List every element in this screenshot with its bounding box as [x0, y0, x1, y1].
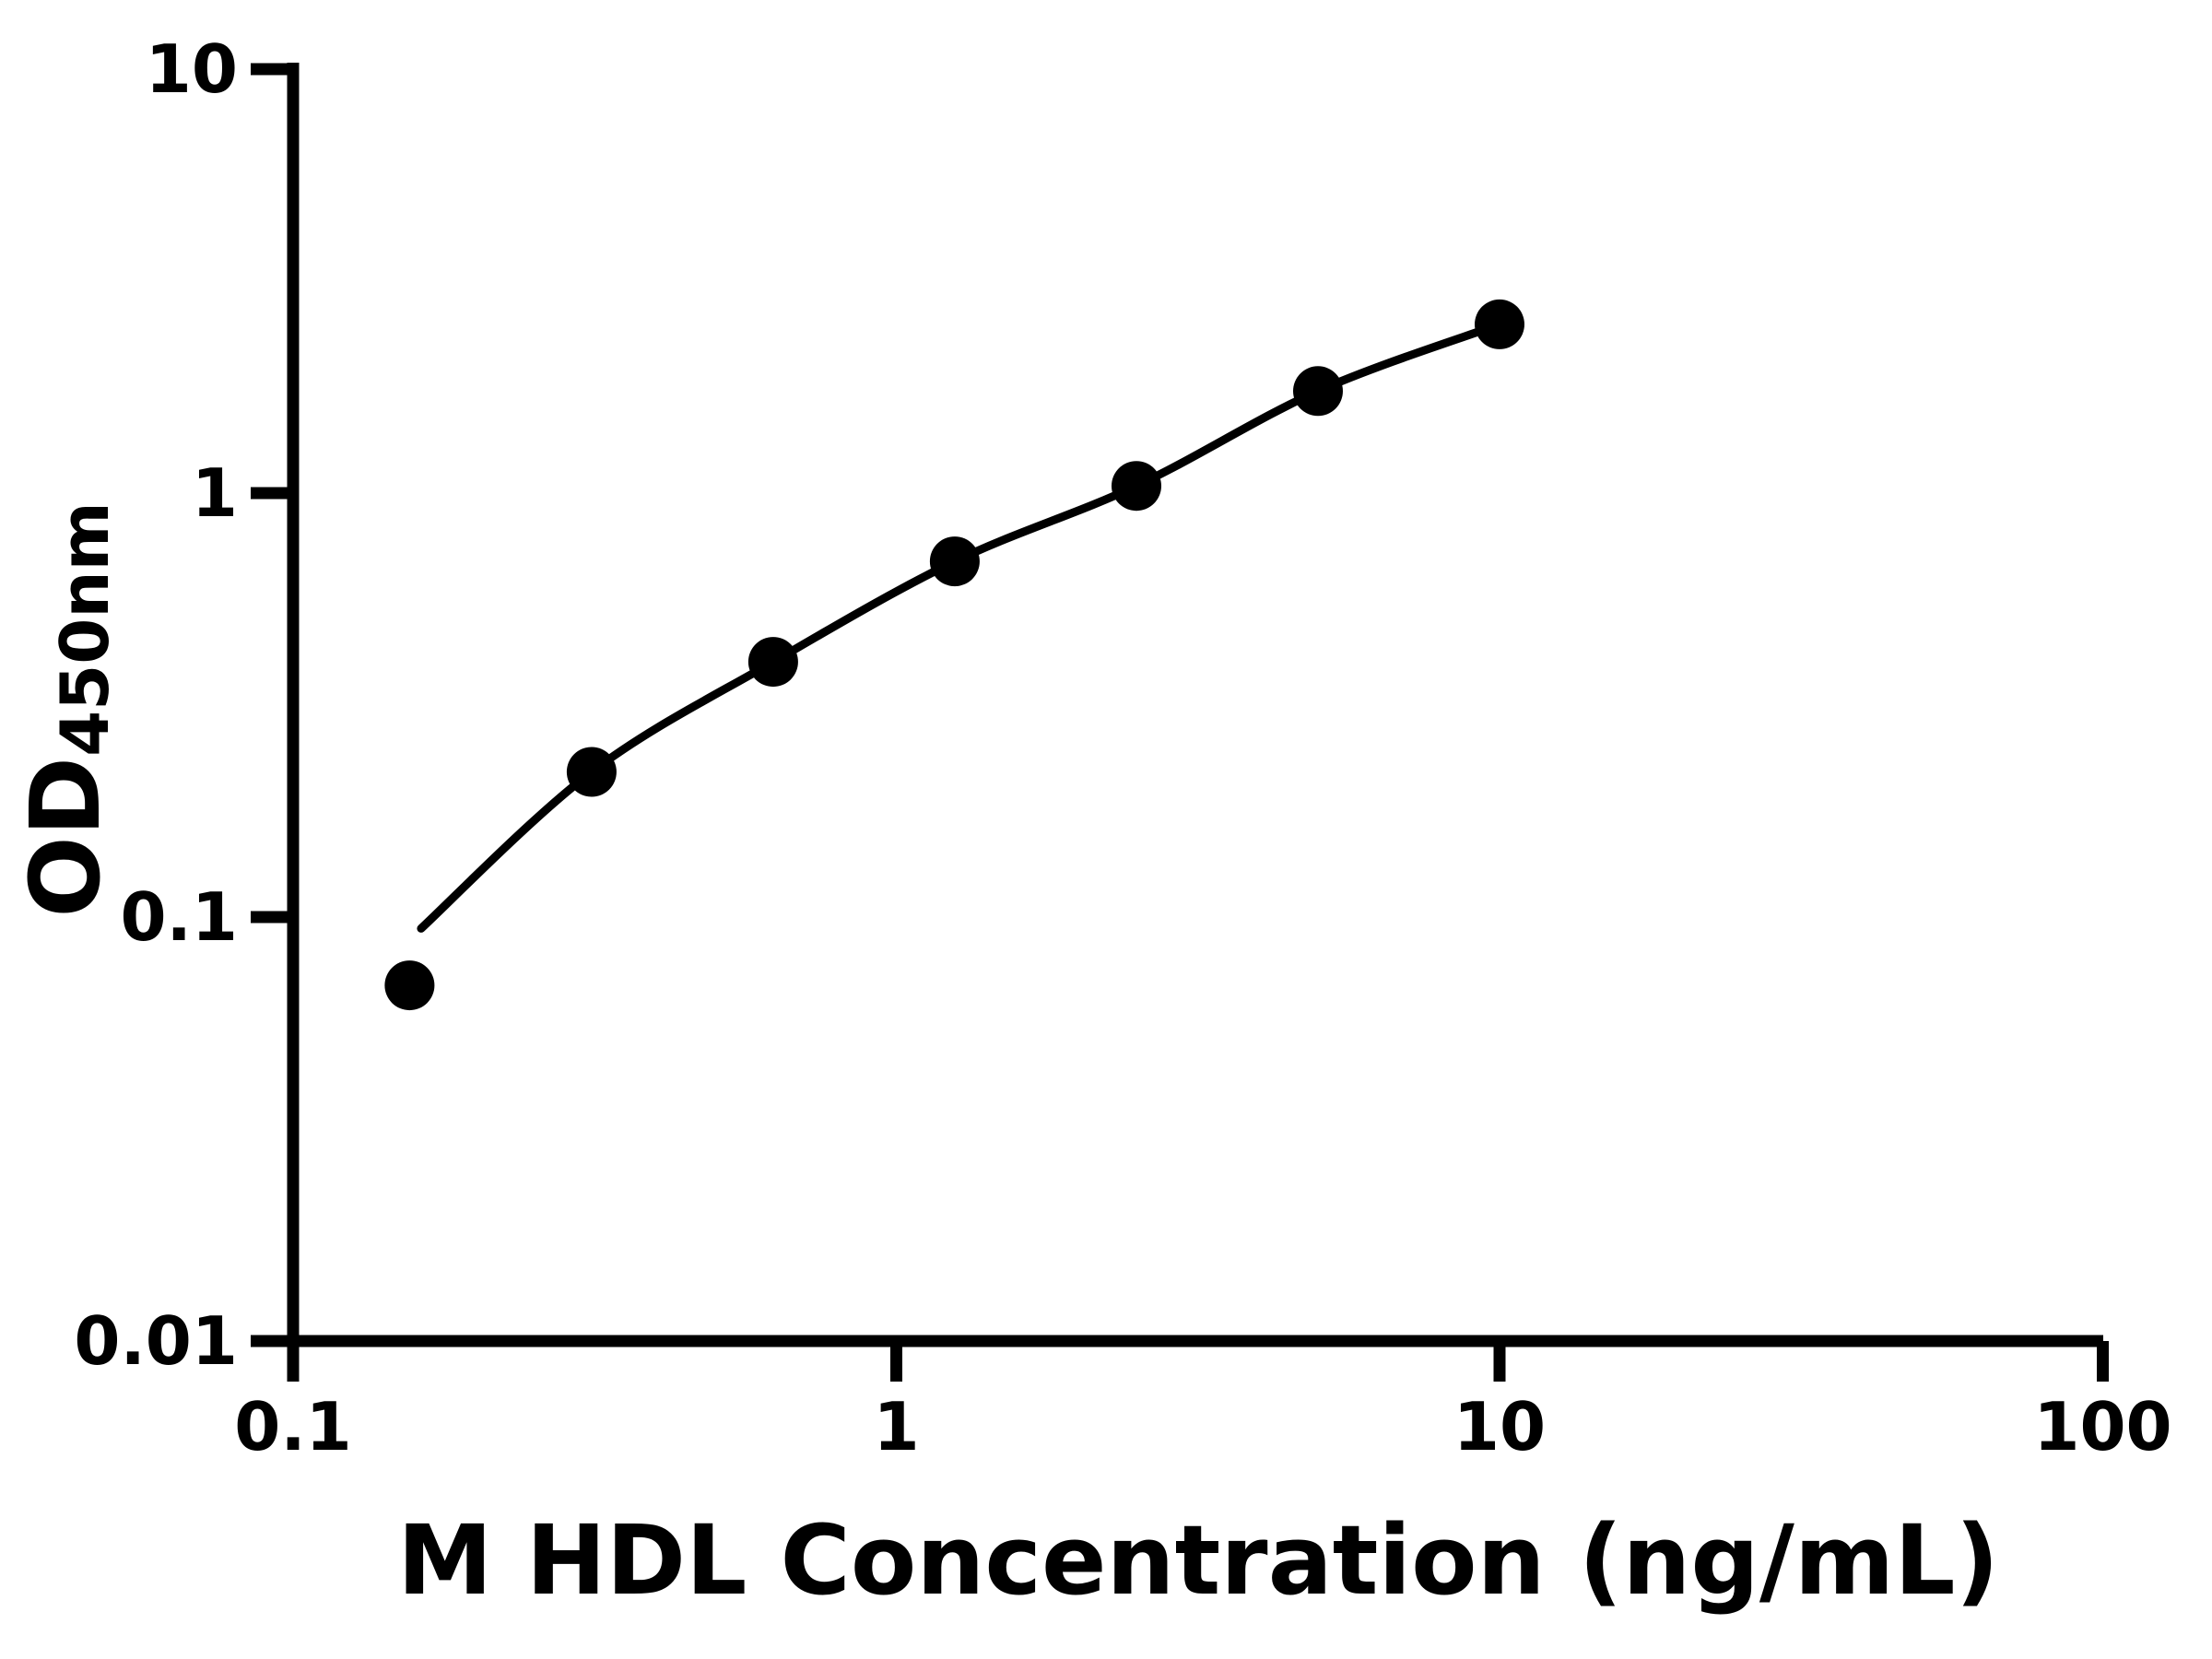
y-axis-title-main: OD — [9, 756, 122, 918]
data-point — [384, 960, 435, 1011]
data-point — [1293, 366, 1343, 417]
y-tick-label: 0.01 — [74, 1302, 238, 1380]
x-tick-label: 0.1 — [234, 1388, 352, 1465]
data-point — [1112, 461, 1161, 512]
x-tick-label: 10 — [1453, 1388, 1546, 1465]
x-tick-label: 1 — [873, 1388, 919, 1465]
x-axis-title: M HDL Concentration (ng/mL) — [293, 1504, 2103, 1617]
y-axis-title: OD 450nm — [9, 493, 129, 926]
data-point — [1475, 299, 1524, 349]
y-tick-label: 0.1 — [120, 878, 238, 956]
x-axis-title-text: M HDL Concentration (ng/mL) — [397, 1504, 1999, 1617]
fit-curve — [417, 320, 1504, 933]
y-tick-label: 1 — [192, 454, 238, 532]
data-point — [566, 747, 617, 797]
data-point — [929, 536, 980, 587]
x-tick-label: 100 — [2033, 1388, 2171, 1465]
y-axis-title-sub: 450nm — [46, 501, 124, 757]
data-point — [747, 637, 798, 688]
y-tick-label: 10 — [146, 30, 238, 108]
